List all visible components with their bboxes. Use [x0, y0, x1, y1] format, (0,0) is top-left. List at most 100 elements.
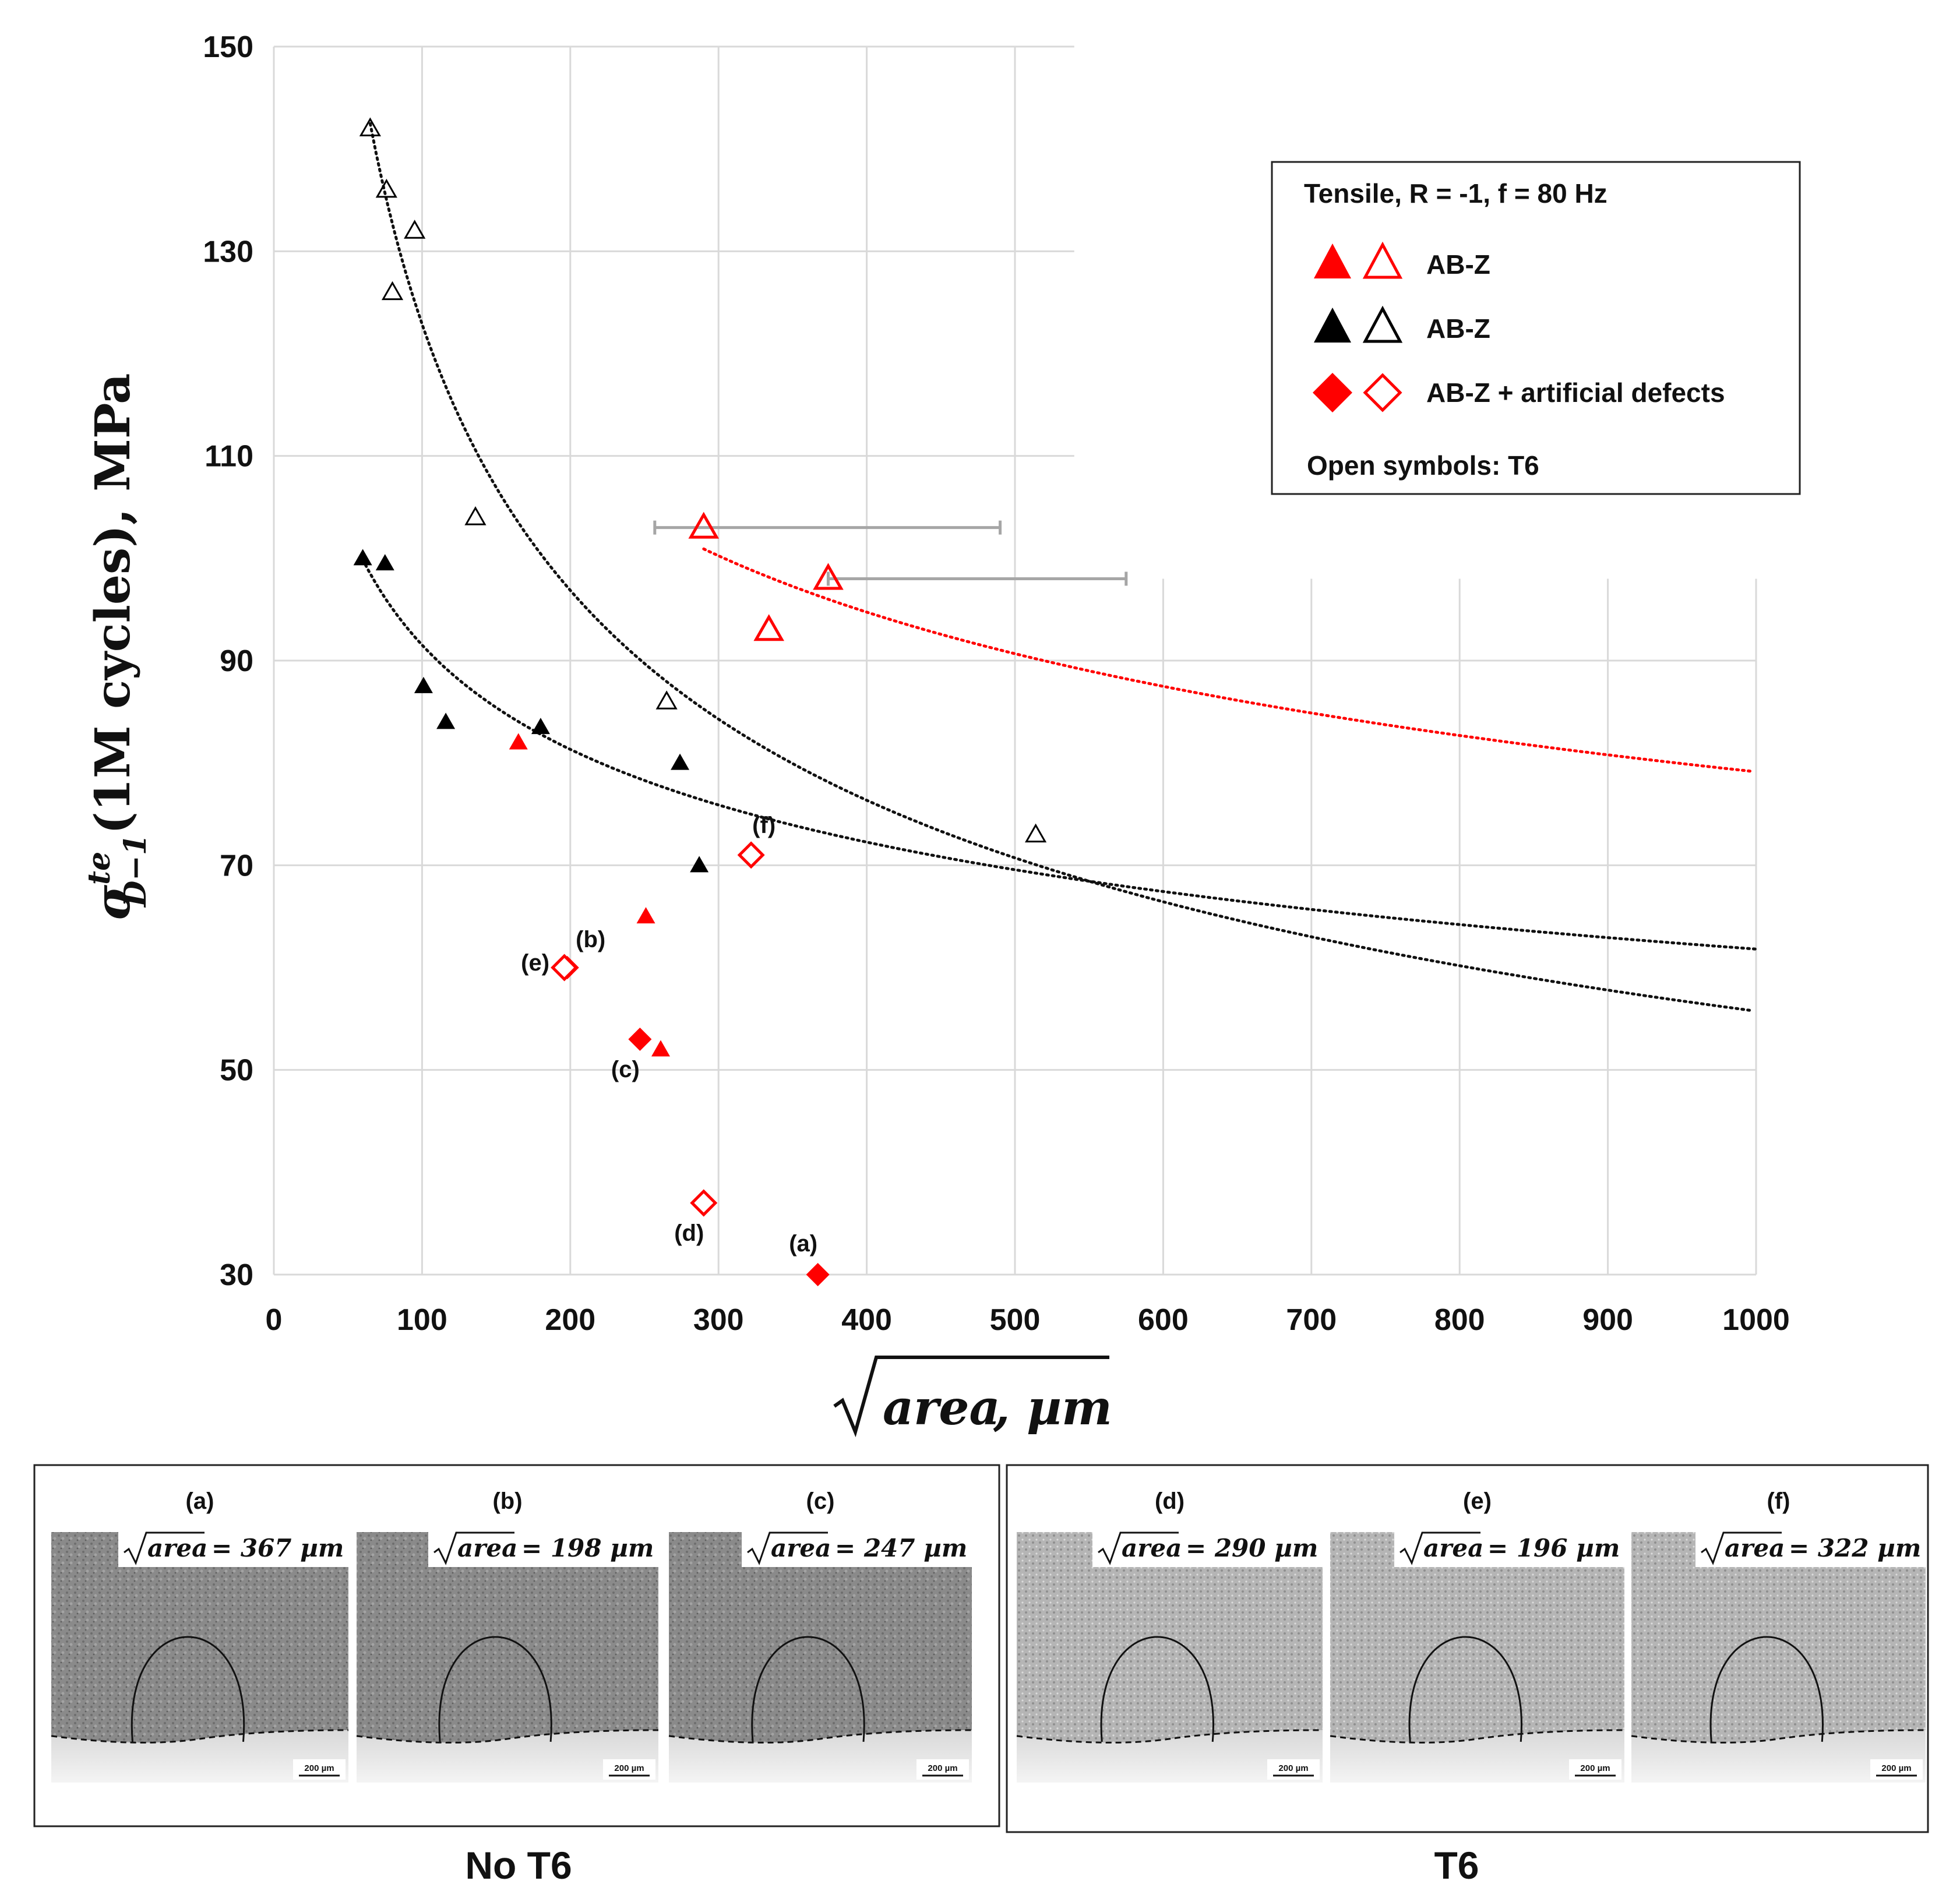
- fracture-surface: [51, 1730, 348, 1783]
- micrograph-f: (f) area = 322 µm 200 µm: [1631, 1488, 1926, 1783]
- formula-value: = 198 µm: [521, 1534, 654, 1562]
- point-series6-2: [551, 954, 579, 982]
- point-label-c: (c): [611, 1057, 640, 1082]
- defect-outline: [751, 1636, 865, 1742]
- formula-var: area: [771, 1534, 831, 1562]
- defect-outline: [1100, 1636, 1214, 1742]
- point-series3-3: [414, 676, 433, 693]
- point-series4-1: [359, 117, 381, 137]
- legend-red-filled-diamond-icon: [1313, 373, 1352, 412]
- point-series1-2: [636, 907, 655, 924]
- point-series6-1: [690, 1189, 718, 1217]
- y-tick-label-50: 50: [220, 1054, 253, 1088]
- point-series3-4: [436, 712, 456, 729]
- defect-outline: [1408, 1636, 1522, 1742]
- surface-dashed-outline: [1016, 1729, 1323, 1744]
- svg-text:area: area: [883, 1380, 1000, 1436]
- surface-dashed-outline: [356, 1729, 659, 1744]
- point-label-d: (d): [674, 1220, 704, 1246]
- point-labels: (a) (b) (c) (d) (e) (f): [521, 813, 817, 1257]
- formula-box: [118, 1531, 348, 1567]
- defect-outline: [131, 1636, 245, 1742]
- no-t6-panel-frame: [33, 1464, 1000, 1827]
- point-series2-1: [688, 511, 720, 539]
- fracture-surface: [669, 1730, 972, 1783]
- formula-box: [1394, 1531, 1624, 1567]
- micrograph-e: (e) area = 196 µm 200 µm: [1330, 1488, 1625, 1783]
- formula-box: [428, 1531, 658, 1567]
- data-points: [353, 117, 1047, 1286]
- legend-title: Tensile, R = -1, f = 80 Hz: [1304, 178, 1608, 209]
- micrograph-label: (c): [806, 1488, 835, 1514]
- x-tick-label-100: 100: [397, 1303, 447, 1337]
- point-series3-2: [375, 554, 394, 571]
- formula-value: = 322 µm: [1789, 1534, 1921, 1562]
- point-series4-3: [404, 220, 426, 239]
- formula-var: area: [1725, 1534, 1785, 1562]
- sqrt-symbol: [833, 1356, 1109, 1438]
- point-series3-7: [690, 856, 709, 873]
- surface-dashed-outline: [1631, 1729, 1926, 1744]
- legend-note: Open symbols: T6: [1307, 450, 1539, 481]
- micrograph-label: (e): [1463, 1488, 1492, 1514]
- micrograph-b: (b) area = 198 µm 200 µm: [356, 1488, 659, 1783]
- point-series4-2: [375, 178, 397, 198]
- formula-var: area: [1423, 1534, 1483, 1562]
- x-tick-label-400: 400: [841, 1303, 892, 1337]
- legend-box: [1271, 161, 1801, 495]
- legend-red-open-triangle-icon: [1362, 241, 1403, 279]
- x-tick-label-300: 300: [693, 1303, 744, 1337]
- point-series3-6: [671, 753, 690, 770]
- scale-bar-label: 200 µm: [614, 1763, 644, 1773]
- point-label-f: (f): [752, 813, 775, 838]
- svg-text:σteD−1(1M cycles), MPa: σteD−1(1M cycles), MPa: [82, 373, 153, 920]
- defect-outline: [1709, 1636, 1824, 1742]
- formula-var: area: [457, 1534, 517, 1562]
- y-tick-label-110: 110: [205, 440, 253, 474]
- point-label-b: (b): [576, 927, 605, 952]
- scale-bar-label: 200 µm: [1580, 1763, 1610, 1773]
- formula-sqrt-symbol: [124, 1531, 205, 1565]
- formula-var: area: [1122, 1534, 1182, 1562]
- legend-black-filled-triangle-icon: [1314, 308, 1351, 343]
- y-tick-label-130: 130: [203, 235, 253, 269]
- x-axis-label: area , µm: [833, 1356, 1112, 1438]
- micrograph-label: (b): [492, 1488, 522, 1514]
- x-tick-label-800: 800: [1434, 1303, 1485, 1337]
- formula-box: [742, 1531, 972, 1567]
- point-series4-6: [655, 690, 678, 710]
- scale-bar-label: 200 µm: [928, 1763, 957, 1773]
- trendline-3: [702, 547, 1755, 773]
- point-series3-1: [353, 549, 372, 566]
- x-tick-label-1000: 1000: [1722, 1303, 1790, 1337]
- x-axis-ticks: 0 100 200 300 400 500 600 700 800 900 1000: [266, 1303, 1790, 1337]
- point-series5-3: [628, 1027, 652, 1051]
- micrograph-label: (f): [1767, 1488, 1790, 1514]
- formula-value: = 367 µm: [211, 1534, 344, 1562]
- legend-red-filled-triangle-icon: [1314, 244, 1351, 278]
- fracture-surface: [1017, 1730, 1323, 1783]
- fracture-surface: [357, 1730, 658, 1783]
- point-series4-4: [381, 281, 404, 301]
- point-series1-3: [651, 1040, 670, 1057]
- surface-dashed-outline: [51, 1729, 349, 1744]
- error-bars: [653, 520, 1128, 586]
- scale-bar-label: 200 µm: [1881, 1763, 1911, 1773]
- formula-box: [1092, 1531, 1323, 1567]
- x-tick-label-600: 600: [1138, 1303, 1189, 1337]
- formula-value: = 196 µm: [1487, 1534, 1620, 1562]
- point-label-a: (a): [789, 1231, 817, 1257]
- legend-entry-2: AB-Z: [1426, 313, 1490, 344]
- point-series2-2: [813, 563, 844, 590]
- formula-value: = 247 µm: [835, 1534, 967, 1562]
- point-series6-3: [737, 841, 765, 869]
- trendline-2: [361, 558, 1758, 951]
- y-tick-label-70: 70: [220, 849, 253, 883]
- fracture-surface: [1631, 1730, 1926, 1783]
- legend: Tensile, R = -1, f = 80 Hz AB-Z AB-Z AB-…: [1271, 161, 1801, 495]
- formula-box: [1695, 1531, 1926, 1567]
- micrograph-d: (d) area = 290 µm 200 µm: [1016, 1488, 1323, 1783]
- caption-t6: T6: [1434, 1844, 1479, 1887]
